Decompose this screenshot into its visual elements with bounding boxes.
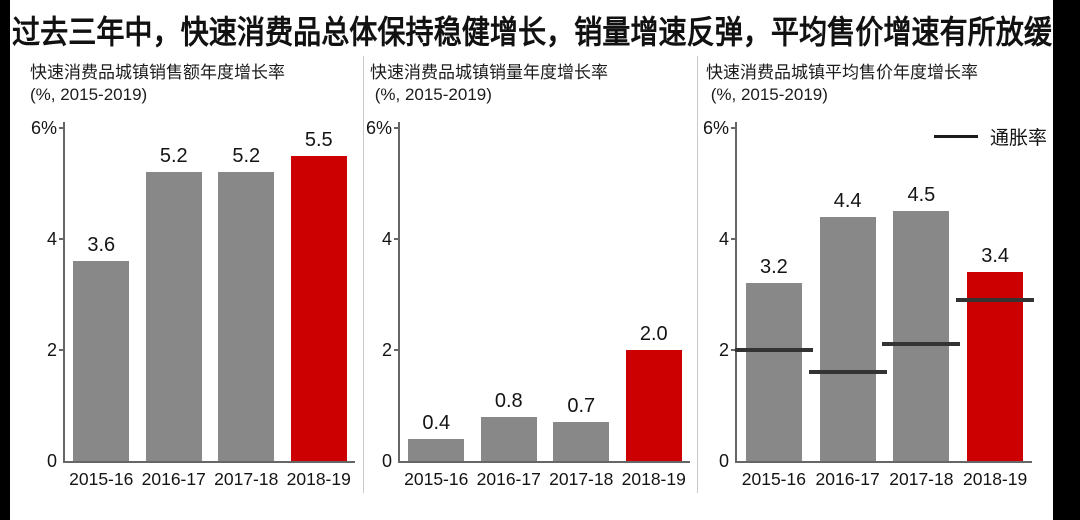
y-tick-label: 2 (718, 340, 729, 360)
bar (145, 172, 202, 461)
y-tick-label: 6% (30, 118, 57, 138)
inflation-line (882, 342, 961, 347)
bar-value-label: 0.4 (422, 411, 451, 434)
bar (408, 438, 465, 461)
chart-plot: 0 2 4 6% 3.2 2015-16 4.4 2016-17 4.5 2017-18 3.4 20… (703, 118, 1035, 489)
y-tick-label: 0 (381, 451, 392, 471)
bar-value-label: 2.0 (639, 323, 668, 345)
chart-subtitle: (%, 2015-2019) (706, 85, 828, 104)
page-title: 过去三年中，快速消费品总体保持稳健增长，销量增速反弹，平均售价增速有所放缓 (12, 8, 1052, 56)
bar-value-label: 4.4 (833, 189, 862, 212)
y-tick-mark (731, 127, 737, 129)
panel-divider (363, 56, 364, 493)
bar (218, 172, 275, 461)
y-tick-label: 2 (46, 340, 57, 360)
chart-subtitle: (%, 2015-2019) (30, 85, 148, 104)
y-tick-label: 4 (46, 229, 57, 249)
bar-value-label: 3.6 (87, 234, 116, 257)
y-tick-label: 4 (718, 229, 729, 249)
bar (819, 216, 876, 461)
x-tick-label: 2017-18 (214, 469, 279, 489)
x-tick-label: 2016-17 (476, 469, 541, 489)
y-tick-mark (731, 238, 737, 240)
inflation-line (734, 348, 813, 352)
bar-value-label: 0.8 (494, 389, 523, 412)
y-tick-mark (394, 127, 400, 129)
panel-divider (697, 56, 698, 493)
x-tick-label: 2017-18 (889, 469, 954, 489)
bar (967, 272, 1024, 461)
inflation-line (808, 370, 887, 375)
y-tick-mark (59, 238, 65, 240)
bar (745, 283, 802, 461)
y-tick-mark (59, 127, 65, 129)
chart-title: 快速消费品城镇销售额年度增长率 (30, 63, 285, 82)
x-tick-label: 2018-19 (963, 469, 1028, 489)
x-tick-label: 2015-16 (69, 469, 134, 489)
chart-title: 快速消费品城镇平均售价年度增长率 (706, 63, 978, 82)
bar-value-label: 5.2 (159, 145, 188, 168)
inflation-line (956, 298, 1035, 303)
bar (290, 155, 347, 461)
x-tick-label: 2016-17 (815, 469, 880, 489)
inflation-legend: 通胀率 (933, 123, 1047, 150)
bar-value-label: 5.5 (304, 128, 333, 151)
x-tick-label: 2018-19 (286, 469, 351, 489)
chart-panel-average-price: 快速消费品城镇平均售价年度增长率 (%, 2015-2019) 通胀率 0 2 4 6… (697, 57, 1053, 520)
inflation-line-swatch-icon (933, 135, 978, 138)
y-tick-label: 4 (381, 229, 392, 249)
right-black-bar (1053, 0, 1080, 520)
chart-panel-sales-volume: 快速消费品城镇销量年度增长率 (%, 2015-2019) 0 2 4 6% 0.4 20… (363, 57, 697, 520)
legend-label: 通胀率 (989, 128, 1047, 149)
bar (893, 211, 950, 461)
x-tick-label: 2016-17 (141, 469, 206, 489)
y-tick-label: 0 (718, 451, 729, 471)
page-title-text: 过去三年中，快速消费品总体保持稳健增长，销量增速反弹，平均售价增速有所放缓 (12, 14, 1053, 50)
y-tick-label: 0 (46, 451, 57, 471)
bar-value-label: 3.2 (759, 256, 788, 279)
x-tick-label: 2015-16 (741, 469, 806, 489)
bar-value-label: 4.5 (907, 184, 936, 207)
y-tick-mark (394, 238, 400, 240)
left-black-bar (0, 0, 10, 520)
x-tick-label: 2018-19 (621, 469, 686, 489)
chart-plot: 0 2 4 6% 0.4 2015-16 0.8 2016-17 0.7 2017-18 2.0 20… (366, 118, 690, 489)
chart-panel-sales-value: 快速消费品城镇销售额年度增长率 (%, 2015-2019) 0 2 4 6% 3.6 2… (10, 57, 363, 520)
chart-plot: 0 2 4 6% 3.6 2015-16 5.2 2016-17 5.2 2017-18 5.5 20… (31, 118, 355, 489)
y-tick-mark (394, 349, 400, 351)
bar (553, 422, 610, 461)
bar (625, 350, 682, 461)
y-tick-label: 6% (702, 118, 729, 138)
y-tick-mark (59, 349, 65, 351)
x-tick-label: 2017-18 (549, 469, 614, 489)
chart-subtitle: (%, 2015-2019) (370, 85, 492, 104)
x-tick-label: 2015-16 (404, 469, 469, 489)
y-tick-mark (731, 349, 737, 351)
y-tick-label: 2 (381, 340, 392, 360)
bar-value-label: 3.4 (981, 245, 1010, 268)
bar-value-label: 0.7 (567, 395, 596, 418)
chart-title: 快速消费品城镇销量年度增长率 (370, 63, 608, 82)
bar-value-label: 5.2 (232, 145, 261, 168)
bar (73, 261, 130, 461)
bar (480, 416, 537, 461)
y-tick-label: 6% (365, 118, 392, 138)
